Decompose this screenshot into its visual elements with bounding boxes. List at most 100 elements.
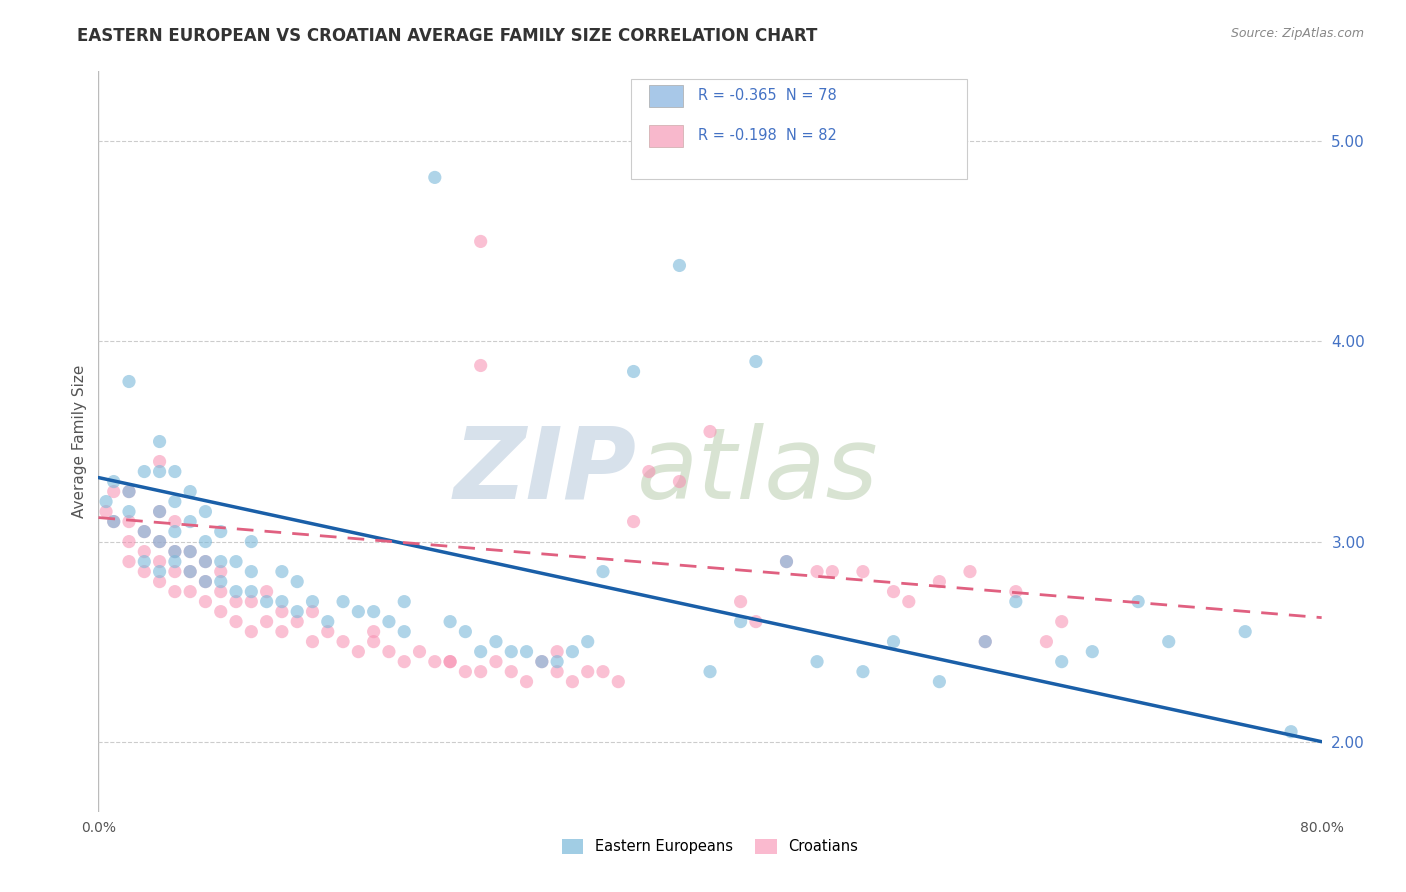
Point bbox=[163, 515, 186, 529]
Point bbox=[118, 484, 141, 499]
Text: Source: ZipAtlas.com: Source: ZipAtlas.com bbox=[1230, 27, 1364, 40]
Point bbox=[775, 555, 797, 569]
Point bbox=[194, 555, 217, 569]
Point bbox=[301, 605, 323, 619]
Point bbox=[316, 624, 339, 639]
Point bbox=[103, 515, 125, 529]
Point bbox=[118, 534, 141, 549]
Point bbox=[149, 534, 172, 549]
Point bbox=[1004, 584, 1026, 599]
Point bbox=[363, 634, 385, 648]
Point bbox=[454, 665, 477, 679]
Point bbox=[775, 555, 797, 569]
Legend: Eastern Europeans, Croatians: Eastern Europeans, Croatians bbox=[555, 833, 865, 860]
Bar bbox=[648, 125, 683, 147]
Point bbox=[179, 544, 201, 558]
Text: atlas: atlas bbox=[637, 423, 879, 520]
Point bbox=[1050, 655, 1073, 669]
Point bbox=[225, 584, 247, 599]
Point bbox=[699, 425, 721, 439]
Point bbox=[530, 655, 553, 669]
Point bbox=[745, 615, 768, 629]
Point bbox=[149, 434, 172, 449]
Point bbox=[668, 475, 690, 489]
Point bbox=[240, 594, 263, 608]
Point bbox=[103, 515, 125, 529]
Point bbox=[209, 555, 232, 569]
Point bbox=[454, 624, 477, 639]
Point bbox=[163, 524, 186, 539]
Point bbox=[974, 634, 997, 648]
Point bbox=[256, 584, 278, 599]
Point bbox=[194, 555, 217, 569]
Point bbox=[1157, 634, 1180, 648]
Point bbox=[378, 615, 401, 629]
Point bbox=[179, 544, 201, 558]
Point bbox=[576, 634, 599, 648]
Point bbox=[149, 574, 172, 589]
Point bbox=[637, 465, 661, 479]
Point bbox=[928, 574, 950, 589]
Point bbox=[623, 364, 645, 378]
Point bbox=[699, 665, 721, 679]
Point bbox=[516, 674, 538, 689]
Point bbox=[134, 555, 156, 569]
Point bbox=[285, 605, 308, 619]
Point bbox=[134, 565, 156, 579]
Point bbox=[821, 565, 844, 579]
Point bbox=[163, 565, 186, 579]
Point bbox=[408, 645, 430, 659]
Point bbox=[561, 645, 583, 659]
Point bbox=[852, 565, 875, 579]
Point bbox=[485, 634, 508, 648]
Point bbox=[423, 655, 446, 669]
Point bbox=[149, 534, 172, 549]
Y-axis label: Average Family Size: Average Family Size bbox=[72, 365, 87, 518]
Bar bbox=[648, 85, 683, 107]
Point bbox=[745, 354, 768, 368]
Point bbox=[118, 555, 141, 569]
Point bbox=[225, 615, 247, 629]
Point bbox=[194, 505, 217, 519]
Point bbox=[730, 615, 752, 629]
Point bbox=[240, 584, 263, 599]
Point bbox=[285, 615, 308, 629]
Point bbox=[576, 665, 599, 679]
Point bbox=[378, 645, 401, 659]
Point bbox=[270, 624, 292, 639]
Point bbox=[332, 634, 354, 648]
Point bbox=[194, 574, 217, 589]
Point bbox=[516, 645, 538, 659]
Point bbox=[194, 534, 217, 549]
Point bbox=[118, 484, 141, 499]
Point bbox=[347, 605, 370, 619]
Point bbox=[316, 615, 339, 629]
Point bbox=[470, 665, 492, 679]
Point bbox=[179, 484, 201, 499]
Point bbox=[118, 515, 141, 529]
Point bbox=[363, 605, 385, 619]
Point bbox=[1081, 645, 1104, 659]
Point bbox=[974, 634, 997, 648]
Point bbox=[240, 624, 263, 639]
Point bbox=[392, 655, 416, 669]
Point bbox=[607, 674, 630, 689]
Point bbox=[423, 170, 446, 185]
Point bbox=[285, 574, 308, 589]
Point bbox=[179, 584, 201, 599]
Text: EASTERN EUROPEAN VS CROATIAN AVERAGE FAMILY SIZE CORRELATION CHART: EASTERN EUROPEAN VS CROATIAN AVERAGE FAM… bbox=[77, 27, 818, 45]
Point bbox=[163, 544, 186, 558]
Point bbox=[1035, 634, 1057, 648]
Point bbox=[118, 375, 141, 389]
Point bbox=[883, 584, 905, 599]
Point bbox=[332, 594, 354, 608]
Point bbox=[470, 359, 492, 373]
Point bbox=[439, 655, 461, 669]
Point bbox=[209, 574, 232, 589]
Text: R = -0.365  N = 78: R = -0.365 N = 78 bbox=[697, 88, 837, 103]
Point bbox=[270, 565, 292, 579]
Point bbox=[546, 655, 568, 669]
Point bbox=[546, 645, 568, 659]
Point bbox=[301, 634, 323, 648]
Point bbox=[163, 555, 186, 569]
